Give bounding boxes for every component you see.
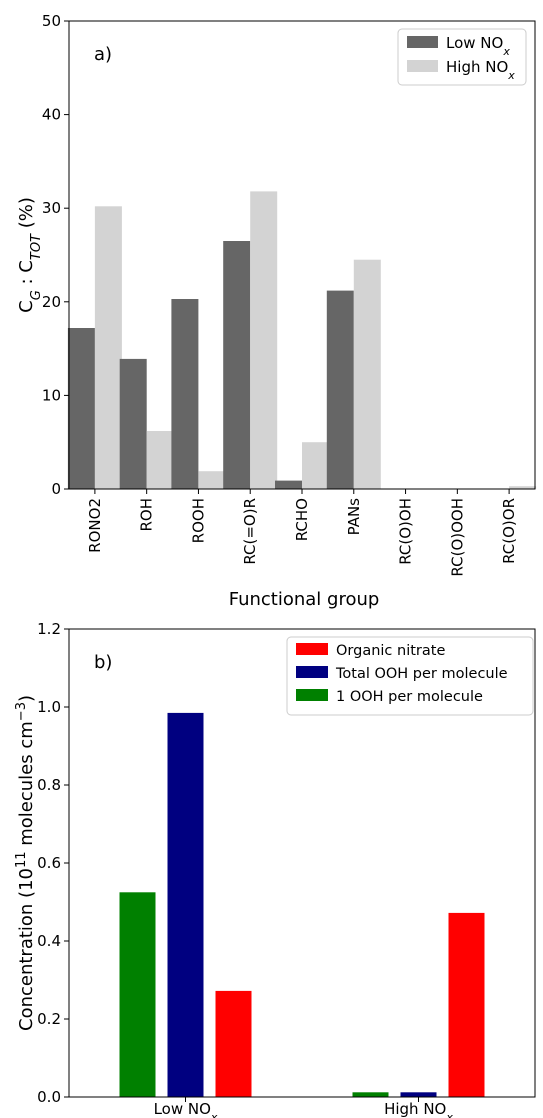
bar-rooh-low-nox — [171, 299, 199, 489]
bar-rcho-low-nox — [275, 480, 302, 489]
x-tick-label: RONO2 — [86, 498, 104, 553]
x-tick-label: RC(O)OH — [397, 498, 415, 565]
legend-label: High NOx — [446, 58, 515, 82]
y-tick-label: 0.0 — [37, 1088, 61, 1106]
legend-label: 1 OOH per molecule — [336, 689, 483, 705]
bar-organic-nitrate-low-nox — [215, 990, 252, 1097]
y-tick-label: 1.2 — [37, 620, 61, 638]
bar-roh-high-nox — [146, 431, 174, 489]
y-tick-label: 20 — [42, 293, 61, 311]
legend-swatch — [296, 689, 328, 701]
bar-organic-nitrate-high-nox — [448, 912, 485, 1097]
bar-rono2-low-nox — [67, 328, 95, 489]
y-axis-label: CG : CTOT (%) — [16, 197, 44, 313]
y-tick-label: 40 — [42, 106, 61, 124]
x-tick-label: High NOx — [384, 1100, 453, 1118]
y-tick-label: 0 — [51, 480, 61, 498]
bar-1-ooh-per-molecule-high-nox — [352, 1092, 389, 1097]
x-tick-label: RC(=O)R — [241, 498, 259, 565]
x-tick-label: RCHO — [293, 498, 311, 541]
legend-swatch — [407, 36, 438, 48]
bar-rcor-low-nox — [223, 241, 251, 489]
bar-total-ooh-per-molecule-high-nox — [400, 1092, 437, 1097]
x-tick-label: Low NOx — [154, 1100, 218, 1118]
x-tick-label: RC(O)OOH — [448, 498, 466, 577]
panel-label: b) — [94, 652, 112, 673]
bar-rooh-high-nox — [198, 471, 226, 489]
y-tick-label: 50 — [42, 12, 61, 30]
bar-rono2-high-nox — [94, 206, 122, 490]
bar-pans-low-nox — [326, 290, 354, 489]
y-tick-label: 0.4 — [37, 932, 61, 950]
panel-a-chart: 0 10 20 30 40 50 RONO2 ROH ROOH RC(=O)R RCHO PANs RC… — [16, 12, 537, 610]
bar-total-ooh-per-molecule-low-nox — [167, 712, 204, 1097]
legend-swatch — [407, 60, 438, 72]
y-tick-label: 1.0 — [37, 698, 61, 716]
x-tick-label: RC(O)OR — [500, 498, 518, 564]
legend-label: Low NOx — [446, 34, 510, 58]
legend-swatch — [296, 643, 328, 655]
y-tick-label: 10 — [42, 386, 61, 404]
bar-rcho-high-nox — [302, 442, 329, 489]
panel-b-chart: 0.0 0.2 0.4 0.6 0.8 1.0 1.2 Low NOx High NOx b) Co… — [14, 620, 536, 1118]
legend-box — [286, 636, 534, 716]
y-axis-label: Concentration (1011 molecules cm−3) — [14, 695, 38, 1031]
bar-roh-low-nox — [119, 358, 147, 489]
bar-rcoor-high-nox — [509, 486, 537, 489]
y-tick-label: 0.8 — [37, 776, 61, 794]
legend-label: Organic nitrate — [336, 643, 445, 659]
bar-rcor-high-nox — [250, 191, 278, 489]
y-tick-label: 30 — [42, 199, 61, 217]
legend-swatch — [296, 666, 328, 678]
x-tick-label: ROH — [138, 498, 156, 532]
x-axis-label: Functional group — [229, 589, 380, 610]
legend-label: Total OOH per molecule — [335, 666, 508, 682]
bar-1-ooh-per-molecule-low-nox — [119, 892, 156, 1098]
bar-pans-high-nox — [353, 259, 381, 489]
y-tick-label: 0.6 — [37, 854, 61, 872]
y-tick-label: 0.2 — [37, 1010, 61, 1028]
legend: Organic nitrate Total OOH per molecule 1 O… — [286, 636, 534, 716]
x-tick-label: ROOH — [189, 498, 207, 543]
panel-label: a) — [94, 44, 112, 65]
x-tick-label: PANs — [345, 498, 363, 536]
